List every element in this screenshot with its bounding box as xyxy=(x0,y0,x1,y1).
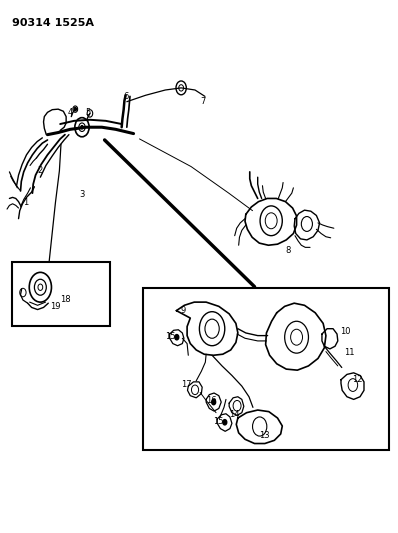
Bar xyxy=(12,262,110,326)
Text: 7: 7 xyxy=(200,97,206,106)
Text: 11: 11 xyxy=(343,348,354,357)
Text: 18: 18 xyxy=(60,295,70,304)
Circle shape xyxy=(223,419,227,425)
Circle shape xyxy=(81,126,83,129)
Circle shape xyxy=(74,108,76,111)
Text: 10: 10 xyxy=(340,327,350,336)
Text: 90314 1525A: 90314 1525A xyxy=(12,18,94,28)
Text: 16: 16 xyxy=(207,396,217,405)
Text: 15: 15 xyxy=(165,332,176,341)
Text: 6: 6 xyxy=(123,92,128,101)
Circle shape xyxy=(212,399,216,405)
Circle shape xyxy=(175,335,179,340)
Text: 2: 2 xyxy=(38,166,43,175)
Text: 17: 17 xyxy=(181,380,191,389)
Text: 4: 4 xyxy=(68,108,73,117)
Text: 9: 9 xyxy=(181,305,186,314)
Text: 8: 8 xyxy=(285,246,291,255)
Text: 15: 15 xyxy=(213,417,223,426)
Bar xyxy=(142,288,389,450)
Text: 19: 19 xyxy=(50,302,60,311)
Text: 3: 3 xyxy=(79,190,85,199)
Text: 14: 14 xyxy=(229,410,240,419)
Text: 12: 12 xyxy=(352,375,363,384)
Text: 1: 1 xyxy=(23,198,28,207)
Text: 13: 13 xyxy=(259,431,270,440)
Text: 5: 5 xyxy=(85,108,91,117)
